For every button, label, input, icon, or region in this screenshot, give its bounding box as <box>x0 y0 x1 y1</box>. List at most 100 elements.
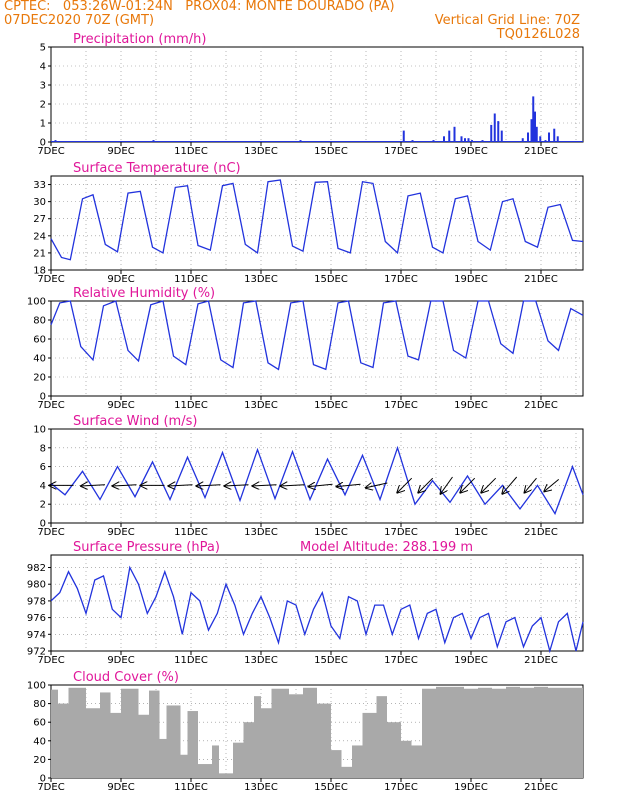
x-date-label: 9DEC <box>107 655 134 666</box>
x-date-label: 21DEC <box>524 655 558 666</box>
cloud-bar <box>422 688 436 778</box>
cloud-bar <box>198 764 212 778</box>
wind-arrow <box>460 477 476 492</box>
wind-arrow <box>337 484 361 486</box>
cloud-bar <box>58 703 69 778</box>
cloud-bar <box>317 703 331 778</box>
wind-arrow <box>169 485 193 486</box>
precip-bar <box>464 138 466 142</box>
y-tick-label: 0 <box>40 774 46 785</box>
cloud-bar <box>138 714 149 778</box>
x-date-label: 15DEC <box>314 782 348 793</box>
cloud-bar <box>548 687 562 778</box>
cloud-bar <box>492 688 506 778</box>
series-line <box>50 565 584 654</box>
cloud-bar <box>149 690 160 778</box>
y-tick-label: 60 <box>33 718 46 729</box>
precip-bar <box>553 128 556 142</box>
y-tick-label: 80 <box>33 316 46 327</box>
wind-arrow <box>113 485 137 486</box>
precip-bar <box>548 132 550 142</box>
x-date-label: 21DEC <box>524 146 558 157</box>
y-tick-label: 0 <box>40 519 46 530</box>
cloud-bar <box>100 692 111 778</box>
wind-arrow <box>544 479 560 491</box>
cloud-bar <box>159 738 167 778</box>
cloud-bar <box>450 686 464 778</box>
panel-1: 0 1 2 3 4 5 7DEC 9DEC 11DEC 13DEC 15DEC 17DEC 19DEC 2… <box>37 32 584 157</box>
cloud-bar <box>219 773 233 778</box>
series-line <box>50 445 584 516</box>
y-tick-label: 6 <box>40 462 46 473</box>
x-date-label: 11DEC <box>174 655 208 666</box>
y-tick-label: 27 <box>33 214 46 225</box>
cloud-bar <box>506 686 520 778</box>
x-date-label: 9DEC <box>107 274 134 285</box>
x-date-label: 9DEC <box>107 146 134 157</box>
precip-bar <box>467 138 470 142</box>
panel-4: 0 2 4 6 8 10 7DEC 9DEC 11DEC 13DEC 15DEC 17DEC 19DEC… <box>33 414 584 538</box>
y-tick-label: 20 <box>33 373 46 384</box>
cloud-bar <box>187 711 198 778</box>
cloud-bar <box>478 687 492 778</box>
y-tick-label: 40 <box>33 736 46 747</box>
wind-arrow <box>309 484 333 486</box>
x-date-label: 17DEC <box>384 527 418 538</box>
y-tick-label: 80 <box>33 699 46 710</box>
y-tick-label: 972 <box>27 647 46 658</box>
wind-arrow <box>225 485 249 486</box>
y-tick-label: 0 <box>40 392 46 403</box>
y-tick-label: 40 <box>33 354 46 365</box>
x-date-label: 17DEC <box>384 146 418 157</box>
x-date-label: 13DEC <box>244 527 278 538</box>
cloud-bar <box>289 694 303 778</box>
x-date-label: 11DEC <box>174 782 208 793</box>
y-tick-label: 4 <box>40 62 46 73</box>
plot-frame <box>50 300 584 397</box>
y-tick-label: 974 <box>27 630 46 641</box>
wind-arrow <box>366 483 388 488</box>
header-grid-note: Vertical Grid Line: 70Z <box>434 13 580 28</box>
x-date-label: 21DEC <box>524 782 558 793</box>
y-tick-label: 100 <box>27 297 46 308</box>
plot-frame <box>50 554 584 652</box>
y-tick-label: 10 <box>33 425 46 436</box>
x-date-label: 17DEC <box>384 274 418 285</box>
y-tick-label: 2 <box>40 100 46 111</box>
panel-title: Surface Wind (m/s) <box>73 414 197 429</box>
cloud-bar <box>212 745 219 778</box>
x-date-label: 19DEC <box>454 400 488 411</box>
precip-bar <box>530 119 533 142</box>
x-date-label: 13DEC <box>244 782 278 793</box>
cloud-bar <box>261 708 272 778</box>
cloud-bar <box>51 689 58 778</box>
cloud-bar <box>121 688 139 778</box>
cloud-bar <box>331 750 342 778</box>
wind-arrow <box>481 477 497 492</box>
x-date-label: 11DEC <box>174 527 208 538</box>
x-date-label: 7DEC <box>37 655 64 666</box>
y-tick-label: 18 <box>33 266 46 277</box>
x-date-label: 19DEC <box>454 274 488 285</box>
x-date-label: 13DEC <box>244 400 278 411</box>
x-date-label: 21DEC <box>524 274 558 285</box>
precip-bar <box>402 130 405 142</box>
panel-title: Surface Temperature (nC) <box>73 161 241 176</box>
precip-bar <box>532 96 535 142</box>
cloud-bar <box>562 687 583 778</box>
x-date-label: 9DEC <box>107 527 134 538</box>
x-date-label: 21DEC <box>524 400 558 411</box>
header-model-id: TQ0126L028 <box>496 27 580 42</box>
precip-bar <box>535 126 538 142</box>
y-tick-label: 976 <box>27 613 46 624</box>
precip-bar <box>534 111 536 142</box>
x-date-label: 13DEC <box>244 274 278 285</box>
x-date-label: 7DEC <box>37 274 64 285</box>
panel-6: 0 20 40 60 80 100 7DEC 9DEC 11DEC 13DEC 15DEC 17DEC… <box>27 670 584 793</box>
cloud-bar <box>303 687 317 778</box>
wind-arrow <box>441 476 453 494</box>
precip-bar <box>521 138 524 142</box>
wind-arrow <box>253 485 277 486</box>
precip-bar <box>527 132 529 142</box>
x-date-label: 15DEC <box>314 274 348 285</box>
